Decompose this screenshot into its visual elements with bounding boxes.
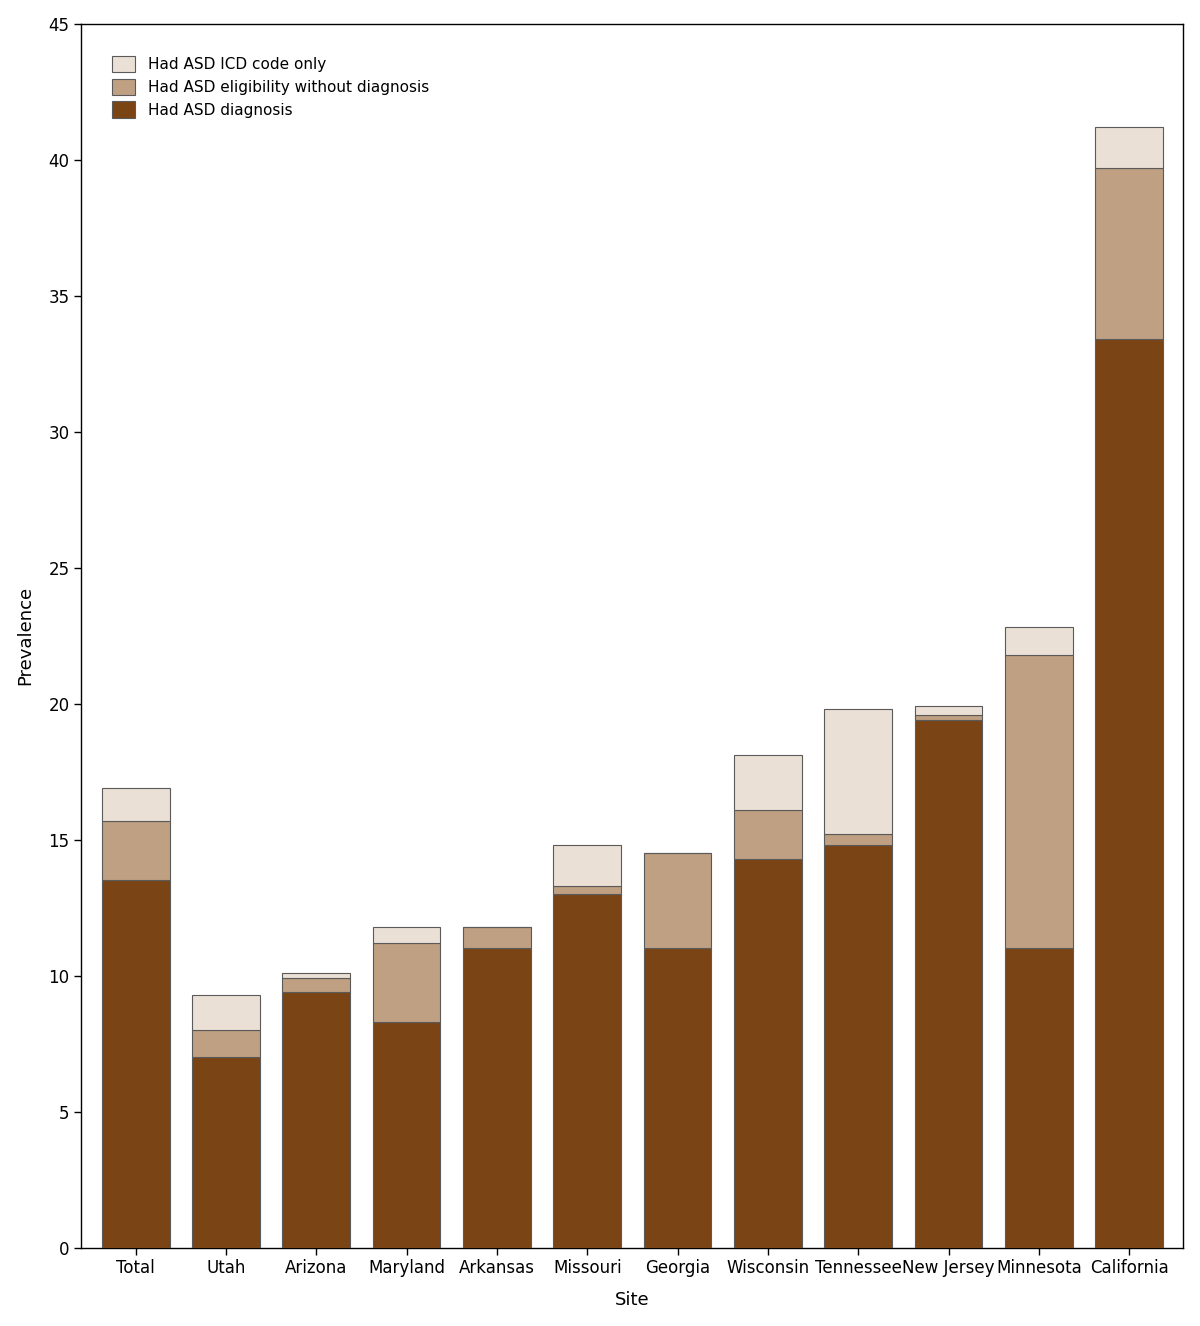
Bar — [1096, 168, 1163, 339]
Bar — [373, 927, 440, 943]
Bar — [282, 973, 350, 979]
Bar — [824, 845, 892, 1248]
Bar — [373, 1022, 440, 1248]
Bar — [643, 853, 712, 948]
Bar — [463, 927, 530, 948]
Bar — [734, 810, 802, 859]
Bar — [824, 834, 892, 845]
Bar — [553, 894, 622, 1248]
Bar — [192, 994, 260, 1030]
X-axis label: Site: Site — [616, 1292, 649, 1309]
Y-axis label: Prevalence: Prevalence — [17, 586, 35, 686]
Bar — [1004, 627, 1073, 655]
Bar — [102, 788, 169, 821]
Bar — [282, 979, 350, 992]
Bar — [463, 948, 530, 1248]
Bar — [282, 992, 350, 1248]
Bar — [192, 1057, 260, 1248]
Legend: Had ASD ICD code only, Had ASD eligibility without diagnosis, Had ASD diagnosis: Had ASD ICD code only, Had ASD eligibili… — [100, 44, 440, 130]
Bar — [553, 845, 622, 886]
Bar — [553, 886, 622, 894]
Bar — [643, 948, 712, 1248]
Bar — [824, 709, 892, 834]
Bar — [1004, 948, 1073, 1248]
Bar — [914, 707, 983, 715]
Bar — [373, 943, 440, 1022]
Bar — [914, 715, 983, 720]
Bar — [734, 859, 802, 1248]
Bar — [1096, 127, 1163, 168]
Bar — [1096, 339, 1163, 1248]
Bar — [734, 756, 802, 810]
Bar — [1004, 655, 1073, 948]
Bar — [914, 720, 983, 1248]
Bar — [102, 880, 169, 1248]
Bar — [192, 1030, 260, 1057]
Bar — [102, 821, 169, 880]
